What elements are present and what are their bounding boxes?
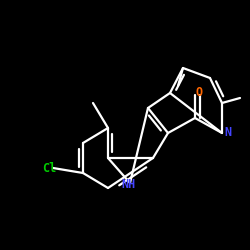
- Text: N: N: [224, 126, 232, 140]
- Text: Cl: Cl: [42, 162, 56, 174]
- Text: NH: NH: [121, 178, 135, 192]
- Text: O: O: [196, 86, 202, 100]
